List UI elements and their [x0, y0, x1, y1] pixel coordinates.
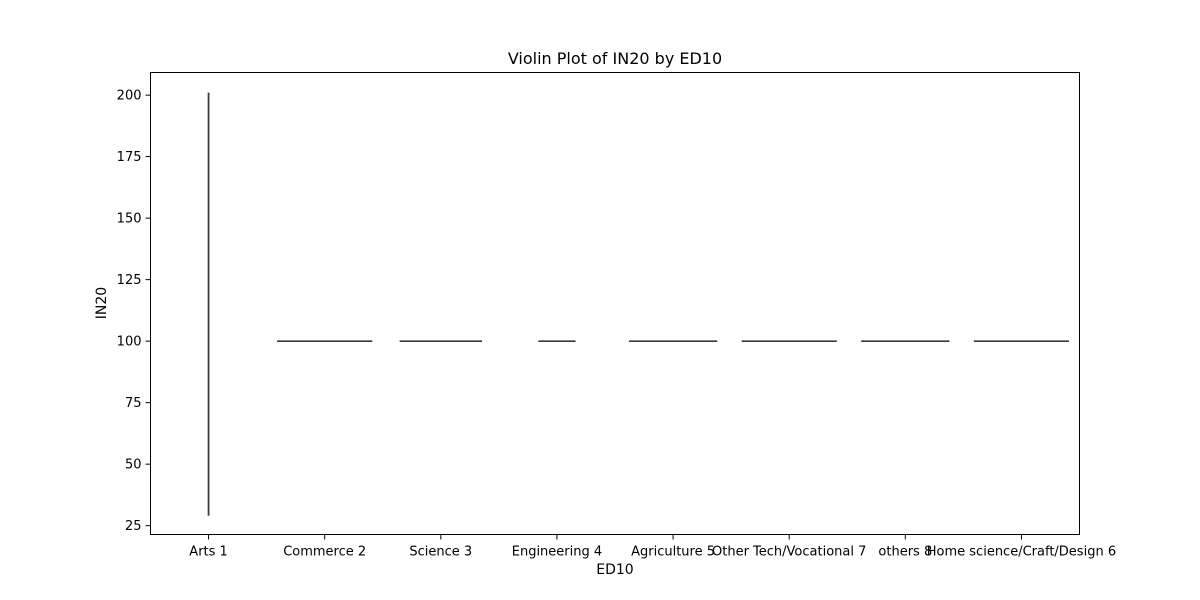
- x-tick-label: others 8: [878, 545, 932, 560]
- x-tick-label: Other Tech/Vocational 7: [712, 545, 866, 560]
- violin-group: [207, 92, 1070, 516]
- x-tick-label: Agriculture 5: [631, 545, 715, 560]
- y-tick-label: 75: [125, 396, 142, 411]
- chart-title: Violin Plot of IN20 by ED10: [508, 49, 722, 68]
- y-tick-label: 150: [117, 212, 142, 227]
- x-tick-label: Arts 1: [189, 545, 228, 560]
- y-tick-label: 125: [117, 273, 142, 288]
- x-tick-label: Engineering 4: [512, 545, 602, 560]
- x-tick-label: Commerce 2: [283, 545, 366, 560]
- x-axis: Arts 1 Commerce 2 Science 3 Engineering 4 Ag…: [189, 534, 1116, 560]
- y-tick-label: 50: [125, 458, 142, 473]
- x-tick-label: Home science/Craft/Design 6: [927, 545, 1116, 560]
- y-tick-label: 100: [117, 335, 142, 350]
- y-tick-label: 175: [117, 150, 142, 165]
- y-axis-label: IN20: [94, 287, 110, 319]
- y-tick-label: 25: [125, 519, 142, 534]
- plot-area: [150, 72, 1080, 535]
- y-axis: 25 50 75 100 125 150 175 200: [117, 89, 151, 534]
- y-tick-label: 200: [117, 89, 142, 104]
- x-tick-label: Science 3: [409, 545, 472, 560]
- x-axis-label: ED10: [596, 562, 633, 578]
